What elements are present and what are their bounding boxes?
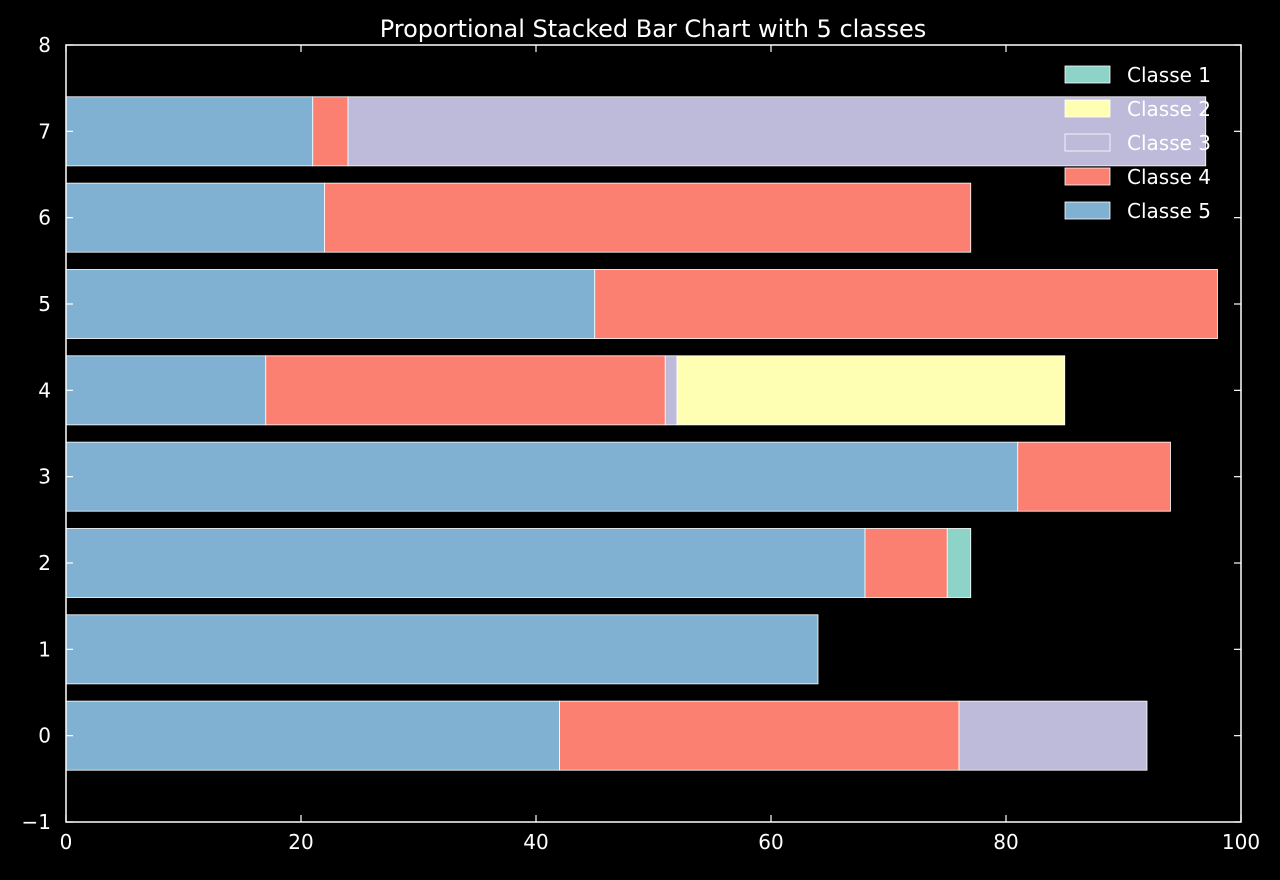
legend: Classe 1 Classe 2 Classe 3 Classe 4 Classe 5 [1064, 63, 1211, 223]
y-tick-label: −1 [22, 810, 51, 834]
x-tick-label: 40 [523, 830, 548, 854]
bar-segment [958, 700, 1148, 771]
legend-label: Classe 4 [1127, 165, 1211, 189]
legend-swatch [1064, 133, 1111, 152]
bar-segment [65, 355, 267, 426]
x-tick-label: 80 [993, 830, 1018, 854]
y-tick-label: 4 [38, 378, 51, 402]
y-tick-label: 2 [38, 551, 51, 575]
bar-segment [265, 355, 666, 426]
y-tick-label: 8 [38, 33, 51, 57]
bar-segment [65, 700, 560, 771]
bar-segment [65, 614, 819, 685]
bar-segment [65, 269, 596, 339]
bar-segment [65, 441, 1019, 512]
y-tick-label: 5 [38, 292, 51, 316]
y-tick-label: 7 [38, 119, 51, 143]
bar-segment [559, 700, 960, 771]
bar-segment [65, 182, 325, 253]
bars-layer [65, 96, 1218, 771]
bar-segment [1017, 441, 1171, 512]
legend-swatch [1064, 167, 1111, 186]
y-tick-label: 1 [38, 637, 51, 661]
y-tick-label: 6 [38, 206, 51, 230]
bar-segment [324, 182, 972, 253]
bar-segment [946, 528, 972, 598]
bar-segment [65, 96, 314, 167]
bar-segment [65, 528, 866, 598]
bar-segment [594, 269, 1218, 339]
y-tick-label: 3 [38, 465, 51, 489]
legend-label: Classe 1 [1127, 63, 1211, 87]
bar-segment [312, 96, 349, 167]
bar-segment [347, 96, 1207, 167]
legend-swatch [1064, 65, 1111, 84]
legend-swatch [1064, 201, 1111, 220]
legend-swatch [1064, 99, 1111, 118]
x-tick-label: 60 [758, 830, 783, 854]
bar-segment [864, 528, 948, 598]
bar-segment [676, 355, 1066, 426]
legend-label: Classe 5 [1127, 199, 1211, 223]
x-axis: 0 20 40 60 80 100 [60, 45, 1260, 854]
legend-label: Classe 3 [1127, 131, 1211, 155]
plot-frame [65, 44, 1242, 823]
x-tick-label: 0 [60, 830, 73, 854]
x-tick-label: 20 [288, 830, 313, 854]
y-tick-label: 0 [38, 724, 51, 748]
bar-segment [664, 355, 678, 426]
chart-title: Proportional Stacked Bar Chart with 5 cl… [380, 15, 927, 43]
legend-label: Classe 2 [1127, 97, 1211, 121]
y-axis: −1 0 1 2 3 4 5 6 7 8 [22, 33, 1241, 834]
x-tick-label: 100 [1222, 830, 1260, 854]
